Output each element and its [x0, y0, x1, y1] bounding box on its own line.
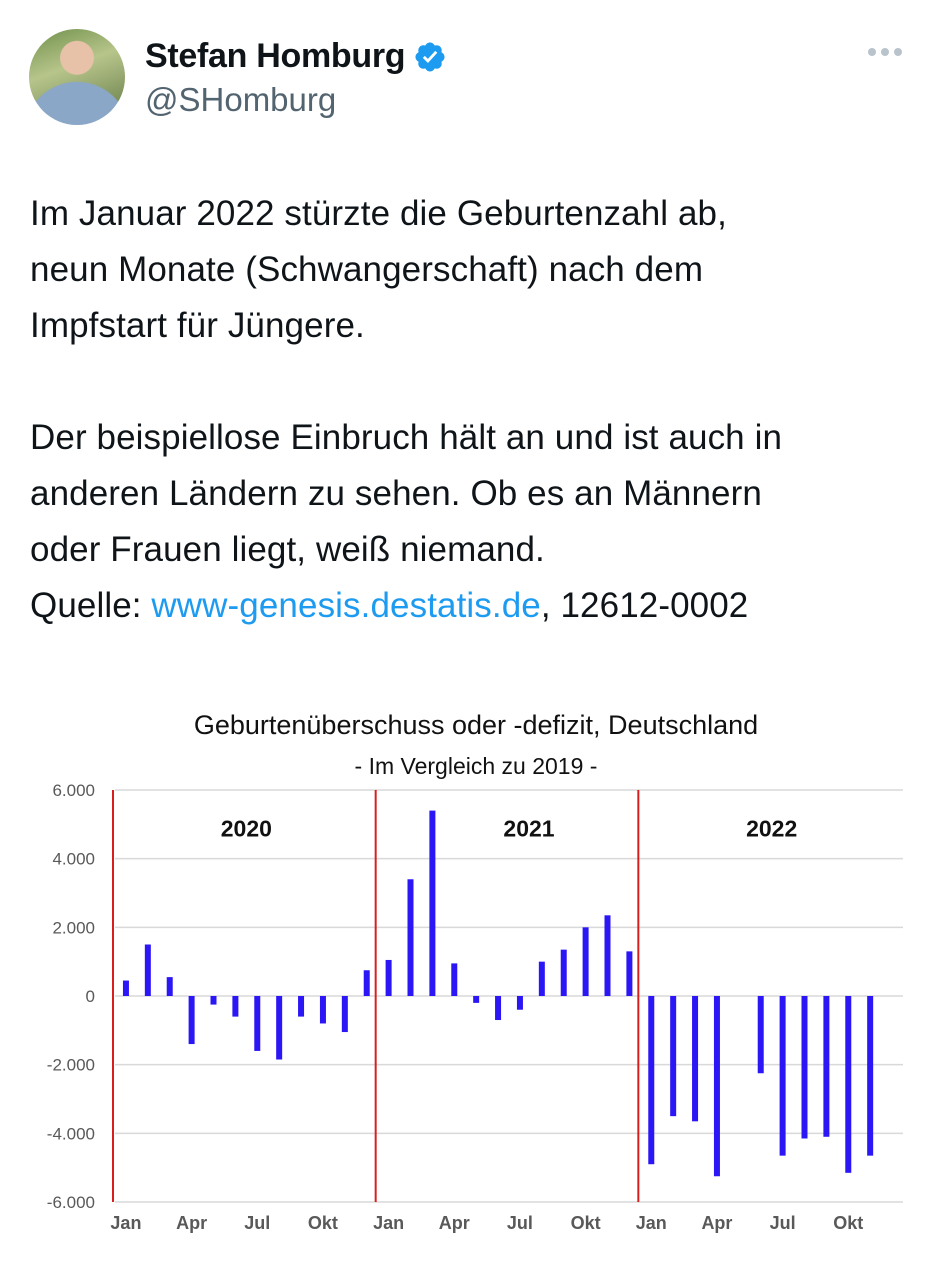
y-tick-label: 0 — [86, 987, 95, 1006]
tweet-line: anderen Ländern zu sehen. Ob es an Männe… — [30, 474, 762, 513]
author-name-row: Stefan Homburg — [145, 37, 447, 76]
y-tick-label: -2.000 — [47, 1056, 95, 1075]
x-tick-label: Jul — [770, 1213, 796, 1233]
bar — [341, 996, 348, 1033]
x-tick-label: Jul — [244, 1213, 270, 1233]
x-tick-label: Jan — [636, 1213, 667, 1233]
birth-surplus-chart[interactable]: Geburtenüberschuss oder -defizit, Deutsc… — [0, 690, 939, 1250]
x-tick-label: Apr — [701, 1213, 732, 1233]
bar — [538, 961, 545, 996]
author-name[interactable]: Stefan Homburg — [145, 37, 406, 75]
y-tick-label: 6.000 — [52, 781, 95, 800]
bar — [823, 996, 830, 1137]
bar — [582, 927, 589, 996]
avatar[interactable] — [29, 29, 125, 125]
bar — [801, 996, 808, 1139]
bar — [385, 959, 392, 996]
bar — [604, 915, 611, 996]
bar — [670, 996, 677, 1117]
more-options-icon[interactable] — [867, 45, 903, 59]
bar — [276, 996, 283, 1060]
bar — [779, 996, 786, 1156]
chart-subtitle: - Im Vergleich zu 2019 - — [355, 753, 598, 779]
bar — [451, 963, 458, 996]
bar — [188, 996, 195, 1045]
bar — [363, 970, 370, 996]
tweet-line: Im Januar 2022 stürzte die Geburtenzahl … — [30, 194, 727, 233]
bar — [210, 996, 217, 1005]
bar — [845, 996, 852, 1173]
bar — [473, 996, 480, 1003]
bar — [166, 977, 173, 996]
bar — [298, 996, 305, 1017]
x-tick-label: Jan — [373, 1213, 404, 1233]
x-tick-label: Okt — [571, 1213, 601, 1233]
tweet-line: neun Monate (Schwangerschaft) nach dem — [30, 250, 704, 289]
x-tick-label: Okt — [308, 1213, 338, 1233]
bar — [867, 996, 874, 1156]
year-label: 2021 — [503, 815, 554, 841]
source-suffix: , 12612-0002 — [540, 586, 749, 625]
bar — [626, 951, 633, 996]
year-label: 2020 — [221, 815, 272, 841]
bar — [144, 944, 151, 996]
bar — [495, 996, 502, 1021]
bar — [692, 996, 699, 1122]
chart-title: Geburtenüberschuss oder -defizit, Deutsc… — [194, 710, 758, 740]
tweet-line: oder Frauen liegt, weiß niemand. — [30, 530, 545, 569]
bar — [560, 949, 567, 996]
bar — [516, 996, 523, 1010]
tweet-source-line: Quelle: www-genesis.destatis.de, 12612-0… — [30, 578, 920, 634]
source-prefix: Quelle: — [30, 586, 152, 625]
source-link[interactable]: www-genesis.destatis.de — [151, 586, 541, 625]
bar — [757, 996, 764, 1074]
tweet-header: Stefan Homburg @SHomburg — [29, 29, 909, 129]
y-tick-label: -6.000 — [47, 1193, 95, 1212]
x-tick-label: Jan — [110, 1213, 141, 1233]
tweet-line: Impfstart für Jüngere. — [30, 306, 365, 345]
x-tick-label: Apr — [439, 1213, 470, 1233]
bar — [319, 996, 326, 1024]
x-tick-label: Apr — [176, 1213, 207, 1233]
x-tick-label: Jul — [507, 1213, 533, 1233]
bar — [429, 810, 436, 996]
verified-badge-icon — [415, 41, 445, 72]
tweet-line: Der beispiellose Einbruch hält an und is… — [30, 418, 783, 457]
bar — [648, 996, 655, 1165]
bar — [122, 980, 129, 996]
tweet-text: Im Januar 2022 stürzte die Geburtenzahl … — [30, 186, 920, 634]
author-handle[interactable]: @SHomburg — [145, 81, 337, 118]
year-label: 2022 — [746, 815, 797, 841]
bar — [713, 996, 720, 1177]
x-tick-label: Okt — [833, 1213, 863, 1233]
bar — [232, 996, 239, 1017]
y-tick-label: 2.000 — [52, 918, 95, 937]
y-tick-label: 4.000 — [52, 850, 95, 869]
bar — [254, 996, 261, 1051]
y-tick-label: -4.000 — [47, 1124, 95, 1143]
bar — [407, 879, 414, 996]
